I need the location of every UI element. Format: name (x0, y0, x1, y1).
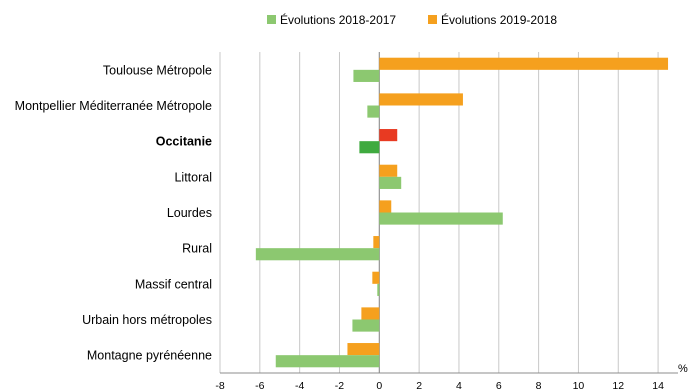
legend-label-2018-2017: Évolutions 2018-2017 (280, 12, 396, 27)
legend-swatch-2019-2018 (428, 15, 437, 24)
bar-2018-2017-toulouse-metropole (353, 69, 380, 82)
bars (255, 57, 669, 368)
x-tick-label: -2 (335, 380, 344, 392)
bar-2018-2017-montagne-pyreneenne (275, 355, 380, 368)
x-tick-label: 10 (573, 380, 585, 392)
x-tick-label: 6 (496, 380, 502, 392)
legend-label-2019-2018: Évolutions 2019-2018 (441, 12, 557, 27)
bar-2018-2017-rural (255, 248, 380, 261)
x-tick-label: 0 (376, 380, 382, 392)
bar-2019-2018-urbain-hors-metropoles (361, 307, 380, 320)
legend-swatch-2018-2017 (267, 15, 276, 24)
bar-2018-2017-massif-central (377, 283, 380, 296)
bar-2019-2018-massif-central (372, 271, 380, 284)
category-label-toulouse-metropole: Toulouse Métropole (103, 63, 212, 77)
x-tick-label: -6 (255, 380, 264, 392)
x-tick-labels: -8 -6 -4 -2 0 2 4 6 8 10 12 14 (215, 380, 664, 392)
category-label-urbain-hors-metropoles: Urbain hors métropoles (82, 313, 212, 327)
bar-2018-2017-urbain-hors-metropoles (352, 319, 380, 332)
category-label-montpellier-mediterranee-metropole: Montpellier Méditerranée Métropole (15, 99, 212, 113)
x-tick-label: 14 (652, 380, 664, 392)
x-tick-label: -8 (215, 380, 224, 392)
bar-2019-2018-rural (373, 236, 380, 249)
x-axis-unit: % (678, 363, 688, 375)
bar-2019-2018-littoral (379, 164, 398, 177)
legend: Évolutions 2018-2017 Évolutions 2019-201… (267, 12, 557, 27)
x-tick-label: 4 (456, 380, 462, 392)
bar-2019-2018-montagne-pyreneenne (347, 343, 380, 356)
bar-2019-2018-occitanie (379, 129, 398, 142)
x-tick-label: 2 (416, 380, 422, 392)
bar-2019-2018-toulouse-metropole (379, 57, 669, 70)
category-labels: Toulouse Métropole Montpellier Méditerran… (15, 63, 212, 362)
x-tick-label: 8 (536, 380, 542, 392)
category-label-lourdes: Lourdes (167, 206, 212, 220)
category-label-montagne-pyreneenne: Montagne pyrénéenne (87, 349, 212, 363)
category-label-occitanie: Occitanie (156, 135, 212, 149)
category-label-massif-central: Massif central (135, 277, 212, 291)
bar-2018-2017-occitanie (359, 141, 380, 154)
category-label-rural: Rural (182, 242, 212, 256)
category-label-littoral: Littoral (174, 170, 212, 184)
bar-2018-2017-montpellier-mediterranee-metropole (367, 105, 380, 118)
bar-2019-2018-montpellier-mediterranee-metropole (379, 93, 463, 106)
bar-2018-2017-littoral (379, 176, 402, 189)
x-tick-label: 12 (612, 380, 624, 392)
bar-2019-2018-lourdes (379, 200, 392, 213)
bar-2018-2017-lourdes (379, 212, 503, 225)
x-tick-label: -4 (295, 380, 304, 392)
